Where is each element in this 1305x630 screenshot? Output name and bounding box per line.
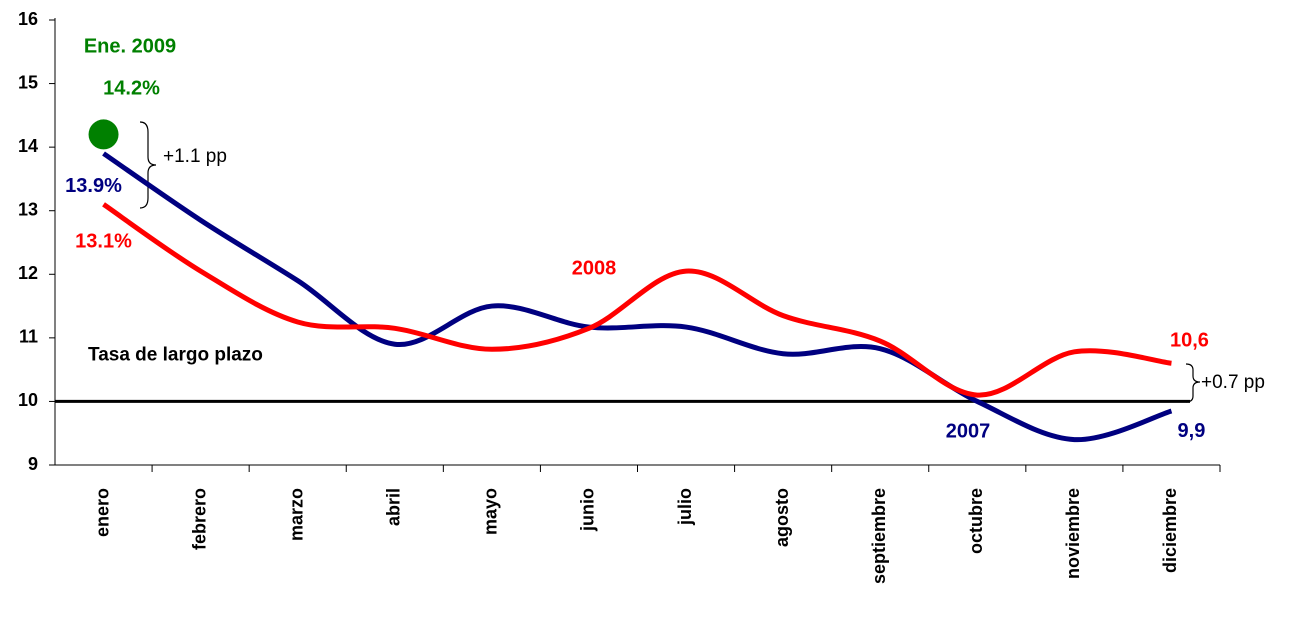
highlight-point — [88, 119, 119, 150]
series-name: 2007 — [946, 420, 991, 442]
x-tick-label: marzo — [286, 488, 306, 541]
x-tick-label: septiembre — [869, 488, 889, 584]
series-name: Ene. 2009 — [84, 35, 176, 57]
reference-label: Tasa de largo plazo — [88, 344, 263, 365]
series-name: 2008 — [572, 257, 617, 279]
x-tick-label: mayo — [481, 488, 501, 535]
y-tick-label: 16 — [18, 9, 38, 29]
y-tick-label: 9 — [28, 454, 38, 474]
x-tick-label: agosto — [772, 488, 792, 547]
y-tick-label: 12 — [18, 263, 38, 283]
x-tick-label: junio — [578, 488, 598, 532]
x-tick-label: julio — [675, 488, 695, 526]
series-line — [102, 202, 1172, 398]
x-tick-label: octubre — [966, 488, 986, 554]
y-tick-label: 10 — [18, 390, 38, 410]
series-line — [102, 151, 1173, 443]
x-tick-label: enero — [92, 488, 112, 537]
y-tick-label: 13 — [18, 199, 38, 219]
y-tick-label: 15 — [18, 72, 38, 92]
value-label: 13.1% — [75, 231, 132, 253]
x-tick-label: febrero — [189, 488, 209, 550]
brace — [1185, 363, 1201, 403]
x-tick-label: noviembre — [1063, 488, 1083, 579]
value-label: 9,9 — [1178, 420, 1206, 442]
x-tick-label: diciembre — [1160, 488, 1180, 573]
annotation: +1.1 pp — [163, 146, 227, 167]
y-tick-label: 11 — [19, 327, 38, 347]
value-label: 13.9% — [65, 175, 122, 197]
value-label: 10,6 — [1170, 330, 1209, 352]
value-label: 14.2% — [103, 78, 160, 100]
annotation: +0.7 pp — [1201, 372, 1265, 393]
brace — [139, 121, 157, 209]
y-tick-label: 14 — [18, 136, 38, 156]
x-tick-label: abril — [384, 488, 404, 526]
